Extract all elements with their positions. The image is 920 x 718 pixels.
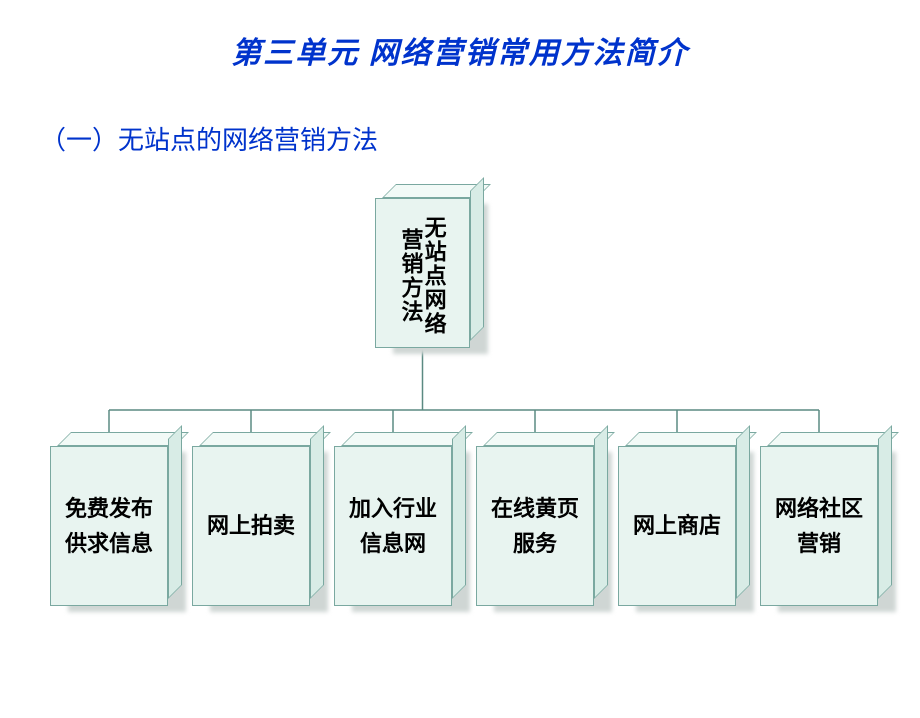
section-heading: （一）无站点的网络营销方法 bbox=[40, 120, 378, 157]
child-node-5-label: 网络社区营销 bbox=[760, 446, 878, 606]
child-node-3: 在线黄页服务 bbox=[476, 446, 594, 606]
child-node-0: 免费发布供求信息 bbox=[50, 446, 168, 606]
child-node-0-label: 免费发布供求信息 bbox=[50, 446, 168, 606]
child-node-3-label: 在线黄页服务 bbox=[476, 446, 594, 606]
child-node-1: 网上拍卖 bbox=[192, 446, 310, 606]
root-node: 无站点网络营销方法 bbox=[375, 198, 470, 348]
root-node-label: 无站点网络营销方法 bbox=[375, 198, 470, 348]
child-node-4-label: 网上商店 bbox=[618, 446, 736, 606]
child-node-1-label: 网上拍卖 bbox=[192, 446, 310, 606]
child-node-2: 加入行业信息网 bbox=[334, 446, 452, 606]
child-node-2-label: 加入行业信息网 bbox=[334, 446, 452, 606]
child-node-4: 网上商店 bbox=[618, 446, 736, 606]
child-node-5: 网络社区营销 bbox=[760, 446, 878, 606]
page-title: 第三单元 网络营销常用方法简介 bbox=[0, 28, 920, 72]
